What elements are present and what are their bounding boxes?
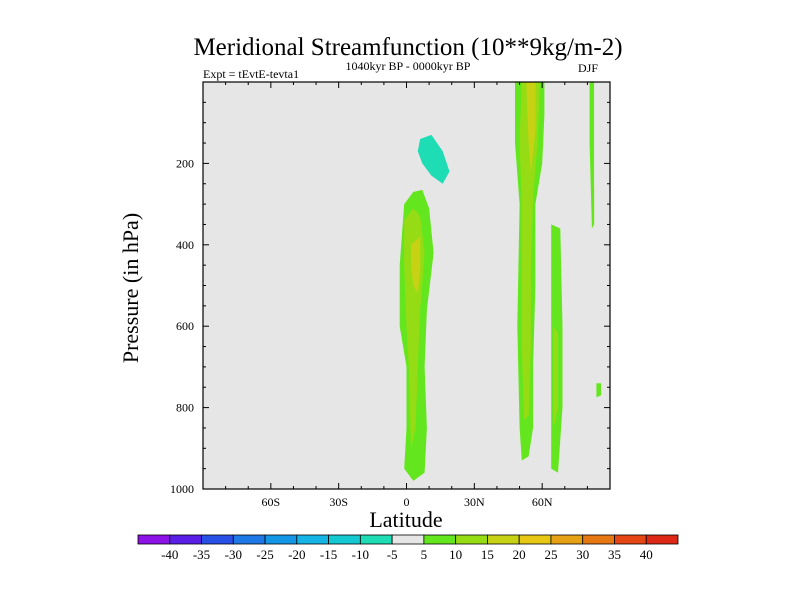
colorbar-label: -25 (256, 547, 273, 562)
y-tick-label: 600 (176, 319, 194, 333)
colorbar-swatch (296, 534, 329, 545)
colorbar-swatch (232, 534, 266, 545)
colorbar-label: 5 (421, 547, 428, 562)
colorbar-swatch (391, 534, 425, 545)
contour-region-polar-negative-strip (594, 82, 604, 400)
contour-regions (390, 82, 604, 481)
chart-title: Meridional Streamfunction (10**9kg/m-2) (193, 34, 622, 61)
contour-region-polar-sliver-positive (589, 82, 595, 229)
contour-region-northern-mid-lat-core (519, 82, 540, 420)
colorbar-swatch (137, 534, 171, 545)
colorbar-swatch (518, 534, 552, 545)
colorbar-label: -15 (320, 547, 337, 562)
y-tick-label: 800 (176, 401, 194, 415)
colorbar-swatch (645, 534, 679, 545)
x-tick-label: 60N (532, 495, 553, 509)
colorbar-label: -5 (387, 547, 398, 562)
y-tick-label: 400 (176, 238, 194, 252)
colorbar-label: 40 (640, 547, 653, 562)
period-label: 1040kyr BP - 0000kyr BP (346, 59, 471, 73)
colorbar-label: 30 (576, 547, 589, 562)
colorbar-swatch (423, 534, 457, 545)
colorbar-label: 35 (608, 547, 621, 562)
colorbar-label: 20 (513, 547, 526, 562)
y-axis-label: Pressure (in hPa) (118, 213, 143, 363)
colorbar-swatch (201, 534, 234, 545)
colorbar-swatch (359, 534, 393, 545)
colorbar-swatch (169, 534, 202, 545)
colorbar-label: -10 (352, 547, 369, 562)
contour-region-high-lat-core (553, 326, 558, 428)
x-tick-label: 60S (261, 495, 280, 509)
colorbar-label: 25 (544, 547, 557, 562)
colorbar-swatch (455, 534, 488, 545)
colorbar-label: 10 (449, 547, 462, 562)
x-tick-label: 30N (464, 495, 485, 509)
contour-region-polar-positive-lower (596, 383, 601, 398)
colorbar-swatch (550, 534, 584, 545)
x-tick-label: 30S (329, 495, 348, 509)
colorbar-label: 15 (481, 547, 494, 562)
x-tick-label: 0 (404, 495, 410, 509)
contour-region-tropical-upper-core (417, 134, 450, 184)
colorbar-swatch (487, 534, 520, 545)
y-tick-label: 200 (176, 156, 194, 170)
contour-region-equatorial-max (411, 236, 421, 294)
colorbar-label: -35 (193, 547, 210, 562)
colorbar: -40 -35 -30 -25 -20 -15 -10 -5 5 10 15 20 25 30 35 40 (137, 534, 679, 562)
y-tick-label: 1000 (170, 482, 194, 496)
colorbar-label: -40 (161, 547, 178, 562)
contour-region-lat20-negative-dot (451, 399, 457, 416)
axis-ticks: 60S 30S 0 30N 60N 200 400 600 800 1000 (170, 82, 611, 509)
colorbar-swatch (582, 534, 615, 545)
colorbar-swatch (264, 534, 298, 545)
contour-region-southern-tropic-negative-blob (390, 358, 396, 441)
season-label: DJF (578, 61, 598, 75)
colorbar-swatch (614, 534, 647, 545)
contour-region-northern-mid-lat-max (526, 82, 536, 172)
x-axis-label: Latitude (369, 507, 442, 532)
experiment-label: Expt = tEvtE-tevta1 (203, 67, 299, 81)
colorbar-swatch (328, 534, 361, 545)
colorbar-label: -20 (288, 547, 305, 562)
colorbar-label: -30 (225, 547, 242, 562)
